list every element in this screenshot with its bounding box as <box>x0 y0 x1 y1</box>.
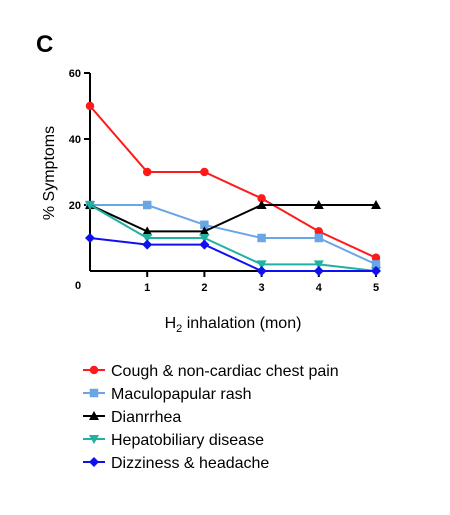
legend-marker <box>89 435 99 444</box>
series-layer <box>85 101 381 276</box>
series-line <box>89 105 377 259</box>
x-axis-label-rest: inhalation (mon) <box>182 315 301 332</box>
data-point <box>313 266 324 276</box>
data-point <box>142 226 153 236</box>
x-axis-label-main: H <box>165 315 177 332</box>
x-tick-label: 4 <box>316 282 323 294</box>
data-point <box>371 253 381 263</box>
x-tick-label: 3 <box>259 282 265 294</box>
legend-marker <box>89 365 99 375</box>
legend-item: Cough & non-cardiac chest pain <box>83 363 339 380</box>
data-point <box>371 266 381 276</box>
series-line <box>90 204 377 266</box>
data-point <box>313 200 324 209</box>
x-tick-label: 1 <box>144 282 150 294</box>
data-point <box>371 260 381 269</box>
series-line <box>89 204 377 272</box>
data-point <box>85 233 95 243</box>
legend-marker <box>89 457 99 467</box>
x-tick-label: 0 <box>75 280 81 292</box>
x-tick-label: 5 <box>373 282 379 294</box>
panel-label: C <box>36 31 53 58</box>
legend-marker <box>89 411 99 420</box>
legend-label: Maculopapular rash <box>111 386 252 403</box>
data-point <box>314 227 324 236</box>
legend-marker <box>89 388 99 398</box>
data-point <box>257 194 266 203</box>
data-point <box>199 234 210 243</box>
data-point <box>200 220 209 230</box>
y-axis-title: % Symptoms <box>41 126 58 220</box>
x-tick-label: 2 <box>201 282 207 294</box>
legend-item: Hepatobiliary disease <box>83 432 264 449</box>
data-point <box>200 167 209 177</box>
y-axis-label: % Symptoms <box>41 126 58 220</box>
data-point <box>256 260 267 270</box>
y-tick-label: 40 <box>69 134 81 146</box>
x-axis-label: H2 inhalation (mon) <box>165 315 302 335</box>
data-point <box>85 101 95 111</box>
data-point <box>142 167 152 177</box>
legend-label: Hepatobiliary disease <box>111 432 264 449</box>
series-5 <box>85 233 381 276</box>
data-point <box>313 260 324 270</box>
legend: Cough & non-cardiac chest pain Maculopapu… <box>83 363 339 472</box>
data-point <box>85 201 95 210</box>
data-point <box>142 200 152 210</box>
data-point <box>142 239 153 250</box>
data-point <box>199 226 210 236</box>
series-1 <box>85 101 381 263</box>
legend-item: Dianrrhea <box>83 409 181 426</box>
series-4 <box>85 201 381 276</box>
data-point <box>314 233 324 243</box>
legend-label: Cough & non-cardiac chest pain <box>111 363 339 380</box>
x-axis-label-subscript: 2 <box>176 323 182 335</box>
legend-label: Dizziness & headache <box>111 455 269 472</box>
series-line <box>89 204 376 233</box>
legend-item: Dizziness & headache <box>83 455 269 472</box>
data-point <box>142 234 153 243</box>
y-tick-label: 20 <box>69 200 81 212</box>
data-point <box>257 233 266 243</box>
series-line <box>89 237 376 272</box>
data-point <box>371 200 381 209</box>
legend-item: Maculopapular rash <box>83 386 252 403</box>
data-point <box>199 239 210 250</box>
data-point <box>256 200 267 209</box>
y-tick-label: 60 <box>69 68 81 80</box>
data-point <box>256 266 267 276</box>
legend-label: Dianrrhea <box>111 409 181 426</box>
